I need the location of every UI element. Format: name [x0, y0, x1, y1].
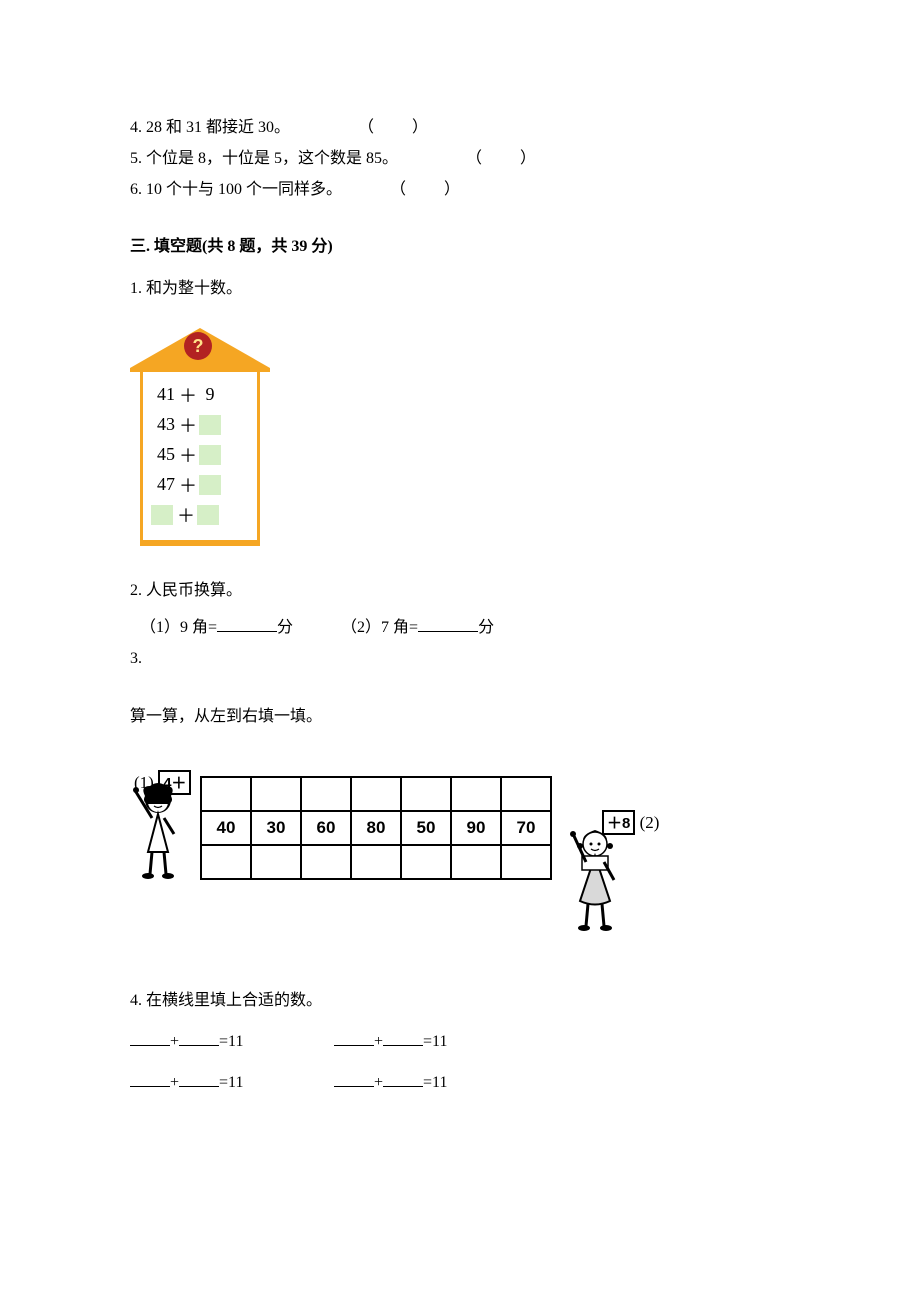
- house-body: 41＋943＋45＋47＋ ＋: [140, 372, 260, 546]
- operand-a: 47: [151, 474, 175, 495]
- blank-line: [130, 1030, 170, 1046]
- q2-part1-pre: （1）9 角=: [140, 619, 217, 636]
- table-cell-empty: [451, 777, 501, 811]
- q3-label: 3.: [130, 645, 790, 672]
- q3-instruction: 算一算，从左到右填一填。: [130, 702, 790, 726]
- table-row: [201, 777, 551, 811]
- house-row: 47＋: [151, 472, 249, 498]
- plus-sign: ＋: [177, 502, 193, 528]
- blank-line: [418, 616, 478, 632]
- blank-box: [199, 475, 221, 495]
- blank-line: [383, 1071, 423, 1087]
- girl-illustration: [130, 774, 190, 889]
- blank-line: [217, 616, 277, 632]
- house-row: 43＋: [151, 412, 249, 438]
- question-mark-badge: ?: [184, 332, 212, 360]
- table-cell-empty: [251, 845, 301, 879]
- blank-box: [151, 505, 173, 525]
- table-row: [201, 845, 551, 879]
- house-row: 41＋9: [151, 382, 249, 408]
- q3-figure: (1) 4＋ 40306080509070: [130, 756, 790, 946]
- table-cell-empty: [401, 845, 451, 879]
- plus-sign: ＋: [179, 382, 195, 408]
- table-row: 40306080509070: [201, 811, 551, 845]
- tf-q4-text: 4. 28 和 31 都接近 30。: [130, 119, 290, 136]
- blank-line: [383, 1030, 423, 1046]
- tf-q4-paren: （ ）: [358, 119, 430, 136]
- tf-item-6: 6. 10 个十与 100 个一同样多。 （ ）: [130, 176, 790, 203]
- table-cell-empty: [401, 777, 451, 811]
- q1-label: 1. 和为整十数。: [130, 274, 790, 298]
- calc-table: 40306080509070: [200, 776, 552, 880]
- plus-sign: ＋: [179, 412, 195, 438]
- house-row: 45＋: [151, 442, 249, 468]
- eq-group: +=11: [334, 1071, 534, 1092]
- table-cell-empty: [301, 777, 351, 811]
- table-cell-value: 90: [451, 811, 501, 845]
- tf-q6-text: 6. 10 个十与 100 个一同样多。: [130, 181, 342, 198]
- q2-label: 2. 人民币换算。: [130, 576, 790, 600]
- q2-part2-pre: （2）7 角=: [341, 619, 418, 636]
- operand-a: 41: [151, 384, 175, 405]
- tf-q5-paren: （ ）: [466, 150, 538, 167]
- tf-item-5: 5. 个位是 8，十位是 5，这个数是 85。 （ ）: [130, 145, 790, 172]
- table-cell-value: 60: [301, 811, 351, 845]
- table-cell-value: 50: [401, 811, 451, 845]
- tf-item-4: 4. 28 和 31 都接近 30。 （ ）: [130, 114, 790, 141]
- q2-content: （1）9 角= 分 （2）7 角= 分: [140, 614, 790, 641]
- blank-line: [334, 1071, 374, 1087]
- blank-line: [179, 1071, 219, 1087]
- blank-box: [197, 505, 219, 525]
- boy-illustration: [560, 816, 630, 941]
- plus-sign: ＋: [179, 442, 195, 468]
- table-cell-value: 40: [201, 811, 251, 845]
- blank-line: [179, 1030, 219, 1046]
- house-row-last: ＋: [151, 502, 249, 528]
- page-content: 4. 28 和 31 都接近 30。 （ ） 5. 个位是 8，十位是 5，这个…: [0, 0, 920, 1172]
- q1-house: ? 41＋943＋45＋47＋ ＋: [130, 328, 790, 546]
- q4-row-1: +=11 +=11: [130, 1030, 790, 1051]
- tf-q5-text: 5. 个位是 8，十位是 5，这个数是 85。: [130, 150, 398, 167]
- table-cell-empty: [201, 845, 251, 879]
- table-cell-empty: [351, 845, 401, 879]
- q4-row-2: +=11 +=11: [130, 1071, 790, 1092]
- table-cell-empty: [351, 777, 401, 811]
- section-3-title: 三. 填空题(共 8 题，共 39 分): [130, 232, 790, 256]
- tf-q6-paren: （ ）: [390, 181, 462, 198]
- table-cell-empty: [501, 845, 551, 879]
- table-cell-value: 30: [251, 811, 301, 845]
- operand-b: 9: [199, 384, 221, 405]
- operand-a: 45: [151, 444, 175, 465]
- blank-line: [130, 1071, 170, 1087]
- table-cell-empty: [501, 777, 551, 811]
- table-cell-empty: [301, 845, 351, 879]
- q4-label: 4. 在横线里填上合适的数。: [130, 986, 790, 1010]
- eq-group: +=11: [334, 1030, 534, 1051]
- blank-box: [199, 415, 221, 435]
- plus-sign: ＋: [179, 472, 195, 498]
- blank-box: [199, 445, 221, 465]
- blank-line: [334, 1030, 374, 1046]
- eq-group: +=11: [130, 1030, 330, 1051]
- operand-a: 43: [151, 414, 175, 435]
- table-cell-empty: [451, 845, 501, 879]
- table-cell-empty: [201, 777, 251, 811]
- table-cell-empty: [251, 777, 301, 811]
- house-roof: ?: [130, 328, 270, 372]
- table-cell-value: 70: [501, 811, 551, 845]
- table-cell-value: 80: [351, 811, 401, 845]
- eq-group: +=11: [130, 1071, 330, 1092]
- q2-part2-suf: 分: [478, 619, 494, 636]
- q2-part1-suf: 分: [277, 619, 293, 636]
